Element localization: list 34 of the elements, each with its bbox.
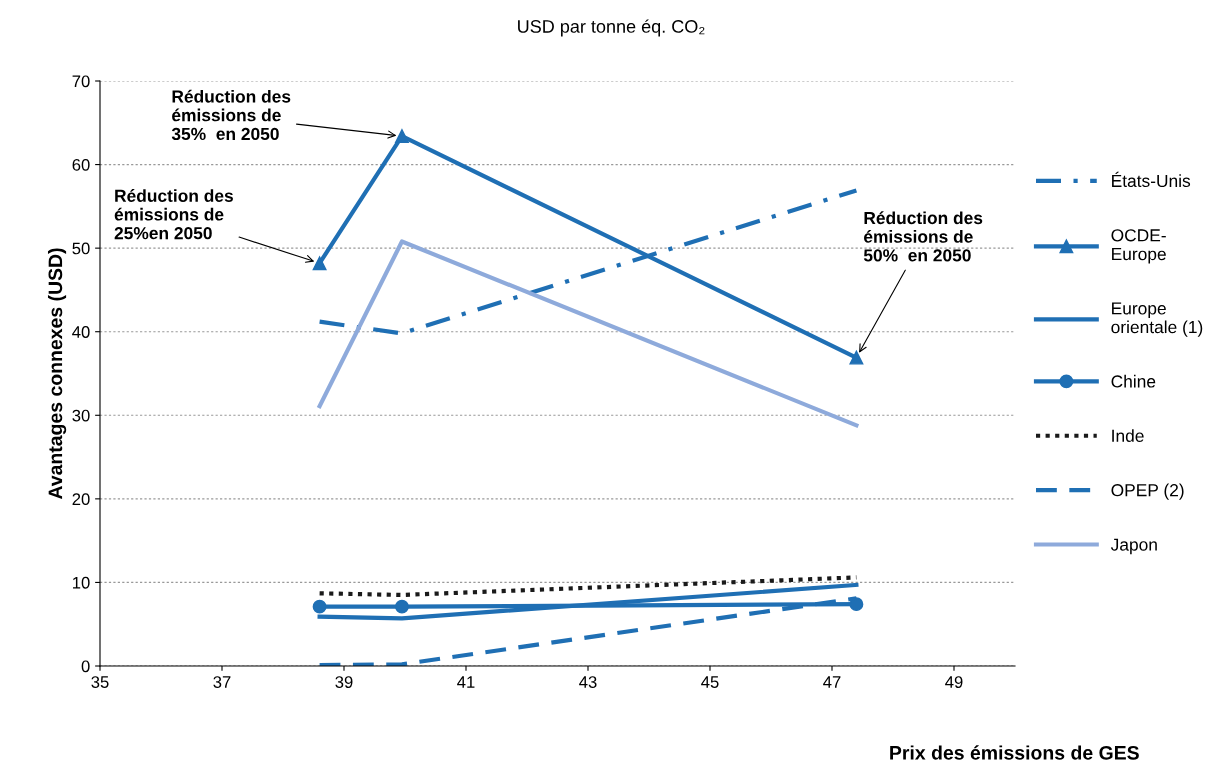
point <box>849 350 864 365</box>
x-tick-label: 45 <box>701 676 719 688</box>
y-tick-label: 60 <box>72 158 90 171</box>
y-tick-label: 30 <box>72 409 90 422</box>
annotation: Réduction des émissions de 35% en 2050 <box>171 89 291 141</box>
x-tick-label: 39 <box>335 676 353 688</box>
x-tick-label: 47 <box>823 676 841 688</box>
x-axis-title: Prix des émissions de GES <box>890 745 1139 760</box>
legend-label: Inde <box>1112 429 1144 442</box>
legend-label: Europe orientale (1) <box>1111 302 1203 337</box>
y-tick-label: 0 <box>81 660 90 673</box>
x-tick-label: 35 <box>91 676 109 688</box>
legend-label: Chine <box>1111 374 1156 388</box>
y-axis-title: Avantages connexes (USD) <box>47 248 67 500</box>
y-tick-label: 70 <box>72 75 90 88</box>
point <box>395 129 409 144</box>
y-tick-label: 10 <box>73 576 90 589</box>
annotation: Réduction des émissions de 25%en 2050 <box>114 189 233 240</box>
legend-label: Japon <box>1110 538 1157 555</box>
x-tick-label: 49 <box>945 676 963 688</box>
point <box>312 599 327 614</box>
x-tick-label: 41 <box>457 676 475 688</box>
x-tick-label: 43 <box>579 676 597 688</box>
x-tick-label: 37 <box>213 676 231 688</box>
annotation: Réduction des émissions de 50% en 2050 <box>863 211 983 262</box>
y-tick-label: 50 <box>72 242 90 255</box>
point <box>312 256 327 271</box>
y-tick-label: 40 <box>72 326 90 338</box>
y-tick-label: 20 <box>72 493 90 506</box>
legend-label: OCDE- Europe <box>1111 229 1166 264</box>
legend-label: États-Unis <box>1112 171 1191 188</box>
point <box>395 599 409 614</box>
chart-title: USD par tonne éq. CO₂ <box>518 19 705 37</box>
legend-label: OPEP (2) <box>1111 483 1184 500</box>
